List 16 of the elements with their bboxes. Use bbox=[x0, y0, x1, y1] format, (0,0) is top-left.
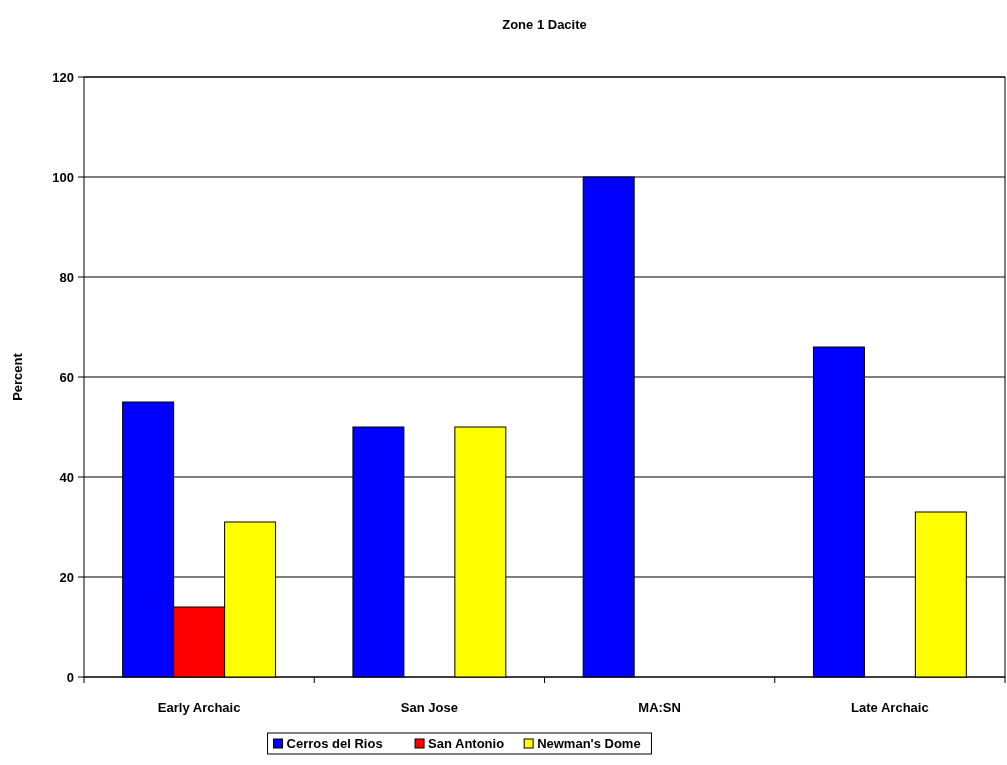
y-tick-label: 0 bbox=[66, 669, 74, 685]
y-tick-label: 40 bbox=[59, 469, 74, 485]
x-tick-label: San Jose bbox=[400, 700, 458, 715]
y-tick-label: 120 bbox=[52, 69, 74, 85]
legend-label: Cerros del Rios bbox=[286, 736, 383, 751]
y-tick-label: 60 bbox=[59, 369, 74, 385]
x-tick-label: Early Archaic bbox=[157, 700, 241, 715]
legend-label: Newman's Dome bbox=[537, 736, 641, 751]
y-axis-title: Percent bbox=[10, 352, 25, 401]
x-tick-label: Late Archaic bbox=[851, 700, 929, 715]
y-tick-label: 100 bbox=[52, 169, 74, 185]
chart-title: Zone 1 Dacite bbox=[502, 17, 587, 32]
x-tick-label: MA:SN bbox=[638, 700, 681, 715]
y-tick-label: 80 bbox=[59, 269, 74, 285]
legend-label: San Antonio bbox=[428, 736, 505, 751]
y-tick-label: 20 bbox=[59, 569, 74, 585]
